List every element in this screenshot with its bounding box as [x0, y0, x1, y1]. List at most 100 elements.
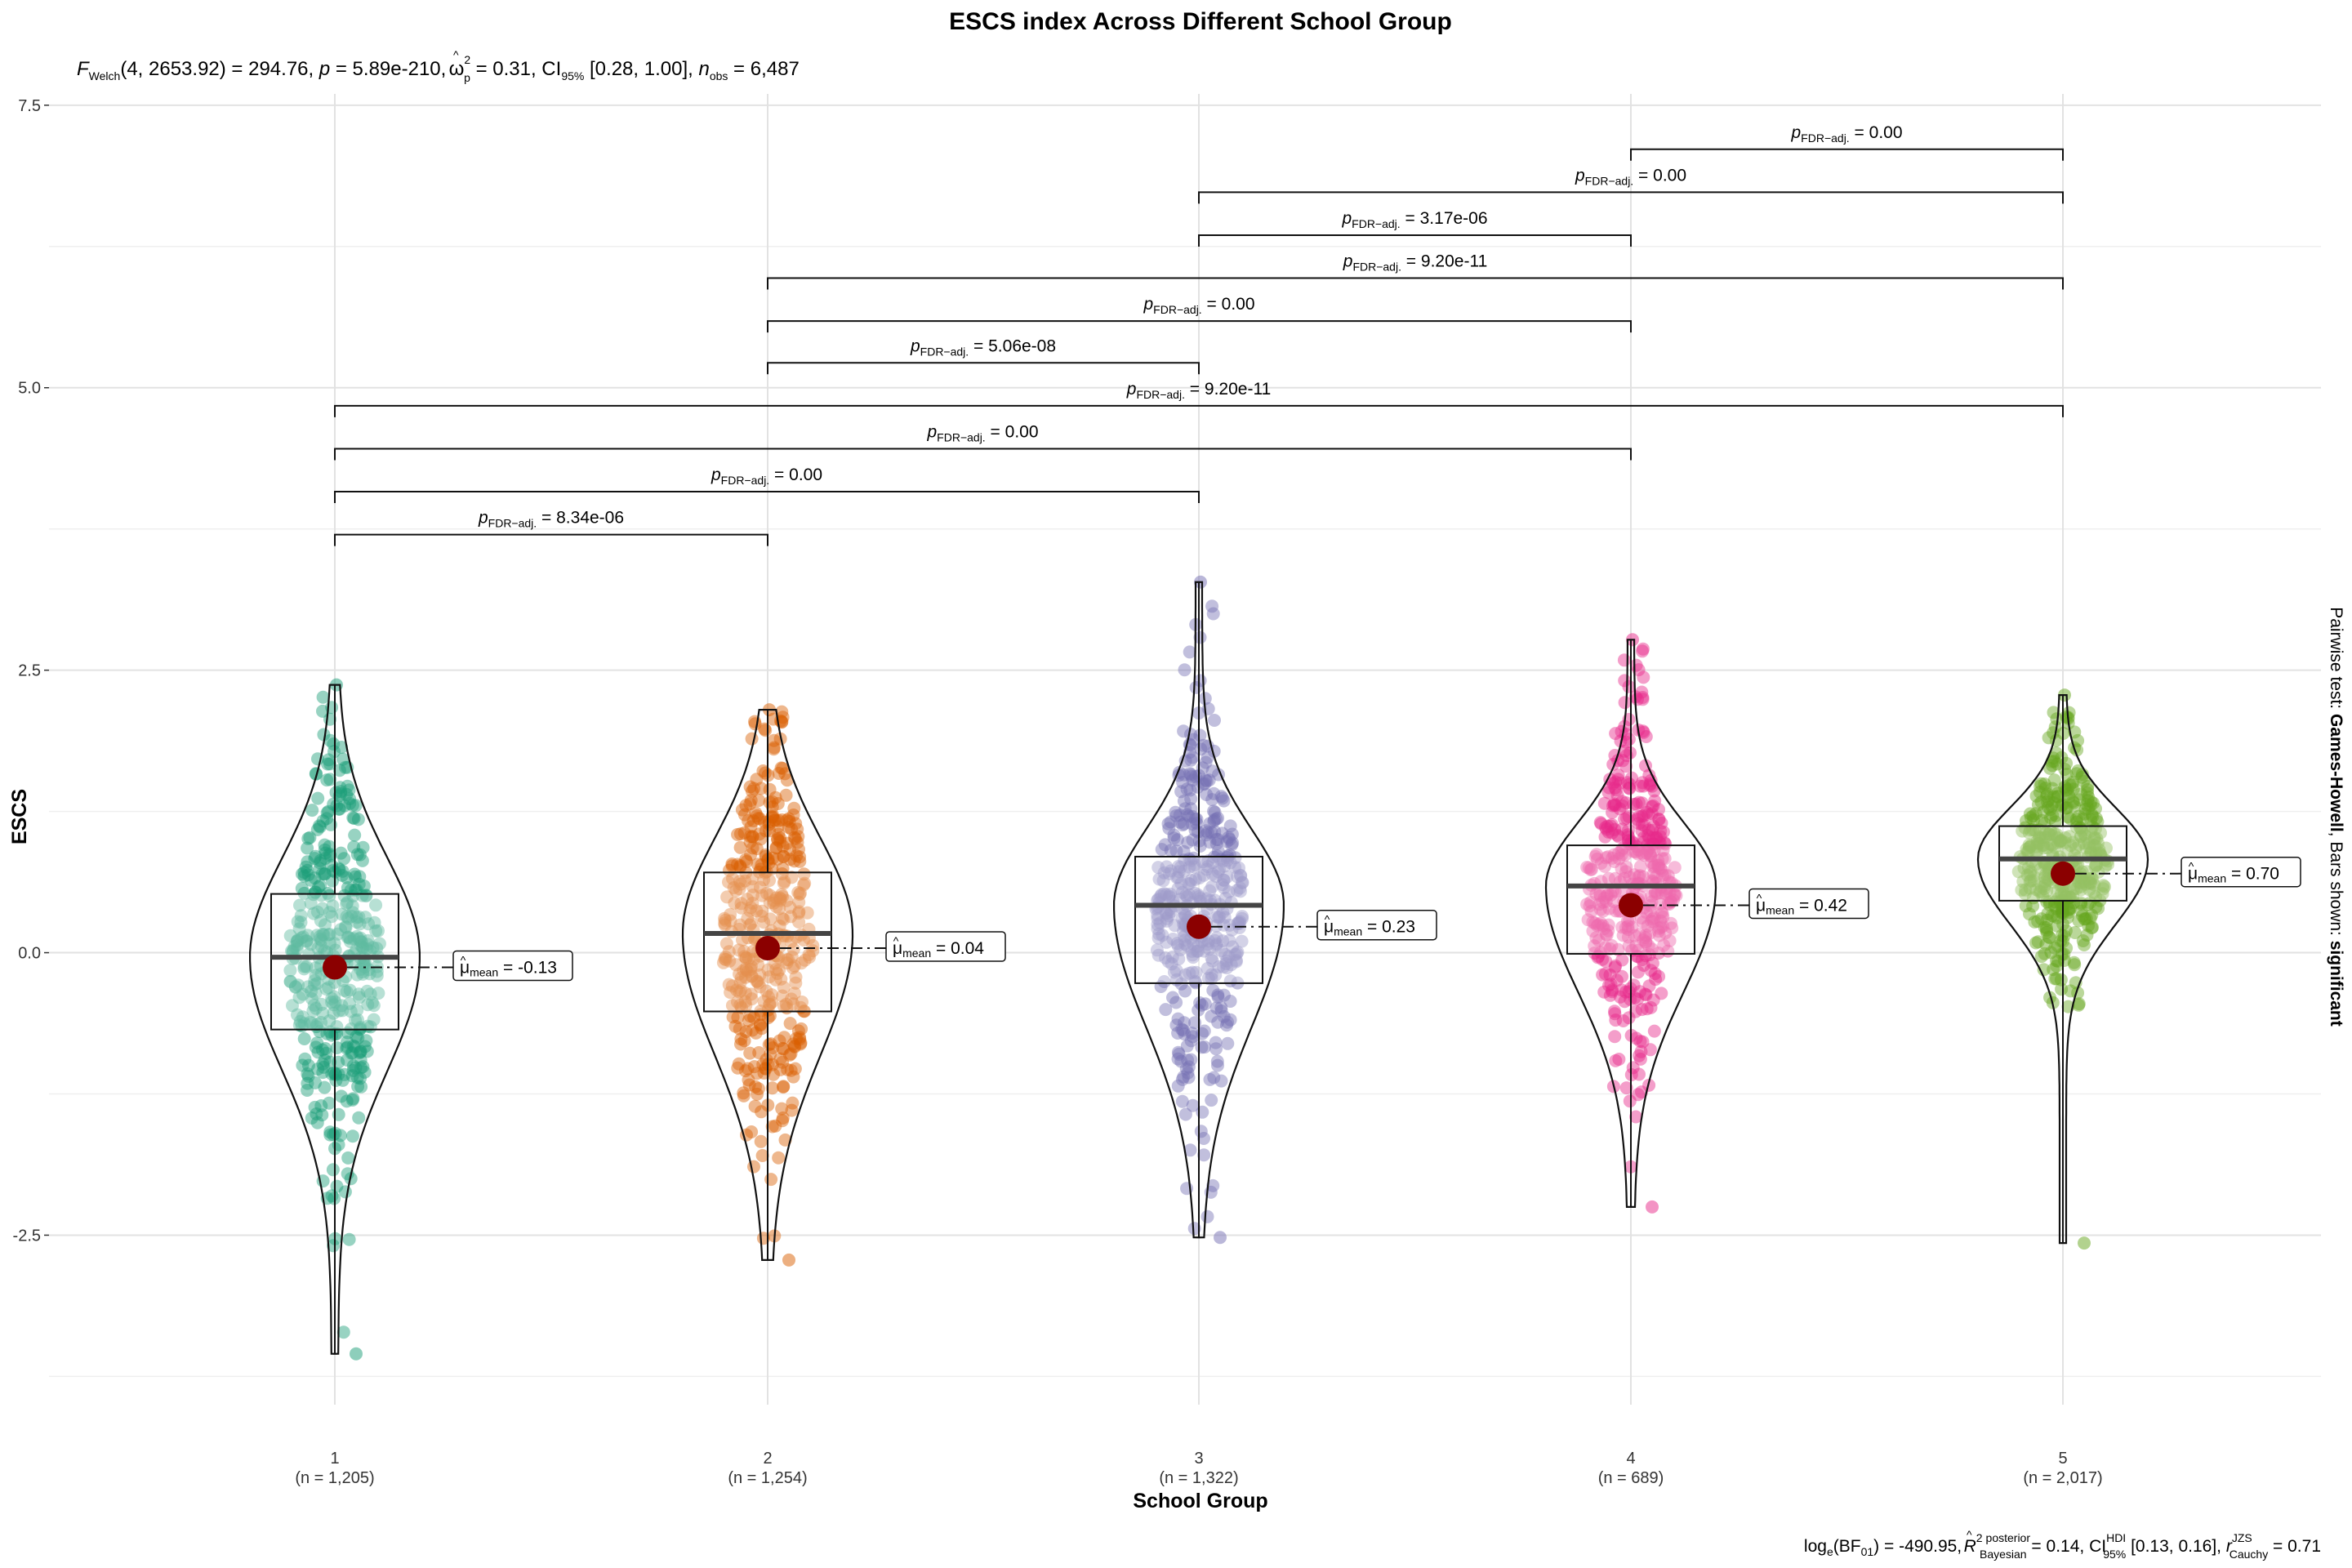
data-point	[361, 933, 375, 947]
data-point	[341, 779, 354, 793]
bracket-line	[1198, 191, 2064, 204]
data-point	[2058, 763, 2072, 776]
data-point	[2072, 997, 2086, 1011]
data-point	[299, 860, 313, 874]
data-point	[2050, 972, 2064, 986]
data-point	[1635, 953, 1649, 967]
data-point	[2038, 782, 2052, 795]
data-point	[2018, 887, 2032, 901]
data-point	[2038, 831, 2052, 844]
data-point	[2055, 751, 2069, 764]
data-point	[1642, 938, 1655, 952]
data-point	[1201, 854, 1215, 868]
data-point	[777, 981, 791, 994]
data-point	[793, 1032, 807, 1046]
data-point	[1655, 863, 1669, 877]
data-point	[775, 705, 789, 719]
data-point	[1662, 898, 1676, 911]
data-point	[314, 997, 328, 1011]
data-point	[737, 1089, 751, 1102]
data-point	[2038, 858, 2051, 871]
x-tick-label: 5	[2058, 1450, 2067, 1468]
data-point	[725, 979, 739, 993]
data-point	[2022, 826, 2036, 840]
data-point	[1659, 837, 1673, 851]
data-point	[1236, 875, 1249, 889]
data-point	[340, 1041, 354, 1055]
data-point	[751, 1082, 765, 1096]
data-point	[1175, 911, 1189, 925]
data-point	[2082, 836, 2096, 850]
data-point	[1166, 991, 1179, 1004]
data-point	[768, 813, 781, 827]
data-point	[323, 889, 336, 902]
data-point	[1633, 1052, 1647, 1066]
data-point	[2047, 963, 2060, 977]
data-point	[353, 917, 367, 931]
data-point	[1223, 933, 1236, 947]
data-point	[363, 987, 377, 1001]
data-point	[1615, 844, 1628, 857]
data-point	[354, 1021, 368, 1034]
data-point	[1196, 738, 1210, 752]
data-point	[297, 960, 311, 973]
data-point	[744, 820, 758, 834]
data-point	[774, 761, 788, 775]
data-point	[1629, 1031, 1643, 1045]
data-point	[1182, 876, 1196, 890]
data-point	[1159, 1003, 1173, 1017]
data-point	[1637, 725, 1650, 739]
data-point	[1200, 962, 1214, 975]
data-point	[366, 941, 380, 955]
data-point	[1236, 875, 1250, 889]
data-point	[1175, 1094, 1189, 1108]
data-point	[1205, 1094, 1218, 1107]
data-point	[785, 1103, 799, 1117]
data-point	[335, 741, 349, 754]
data-point	[2074, 904, 2088, 918]
data-point	[1178, 663, 1192, 677]
data-point	[749, 1080, 762, 1094]
data-point	[309, 987, 323, 1000]
data-point	[301, 929, 314, 942]
data-point	[766, 1058, 779, 1071]
data-point	[354, 1045, 368, 1058]
data-point	[1223, 918, 1236, 932]
data-point	[328, 943, 342, 957]
data-point	[1171, 1027, 1185, 1040]
data-point	[327, 1066, 341, 1080]
data-point	[1612, 852, 1626, 866]
data-point	[2082, 875, 2096, 889]
data-point	[1205, 1009, 1218, 1023]
data-point	[350, 883, 363, 897]
data-point	[1185, 817, 1199, 831]
data-point	[2042, 793, 2056, 807]
data-point	[756, 764, 770, 777]
data-point	[370, 969, 384, 982]
pairwise-test-label: Pairwise test: Games-Howell, Bars shown:…	[2327, 607, 2345, 1027]
data-point	[337, 1067, 351, 1081]
data-point	[751, 976, 765, 990]
data-point	[1635, 824, 1649, 838]
data-point	[328, 995, 342, 1009]
data-point	[359, 1034, 373, 1048]
data-point	[2034, 880, 2048, 894]
data-point	[776, 1041, 790, 1055]
data-point	[2030, 835, 2044, 848]
data-point	[1613, 802, 1627, 816]
data-point	[1210, 1054, 1224, 1068]
data-point	[2085, 908, 2099, 922]
data-point	[1629, 949, 1643, 963]
data-point	[775, 867, 789, 880]
data-point	[327, 937, 341, 951]
data-point	[1607, 848, 1621, 862]
data-point	[316, 1066, 330, 1080]
data-point	[1207, 786, 1221, 800]
data-point	[1635, 1085, 1648, 1099]
data-point	[2047, 795, 2060, 809]
data-point	[754, 782, 768, 795]
data-point	[2062, 787, 2075, 801]
data-point	[1669, 889, 1683, 902]
data-point	[734, 983, 748, 997]
data-point	[2041, 906, 2055, 920]
